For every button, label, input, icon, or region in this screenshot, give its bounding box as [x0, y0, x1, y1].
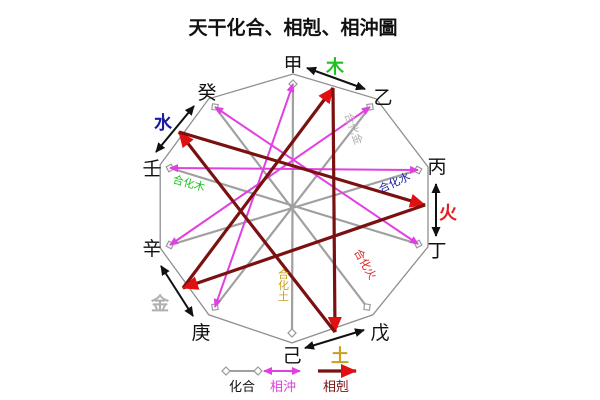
clash-line-1	[169, 106, 371, 246]
element-label: 火	[439, 203, 458, 224]
clash-line-3	[214, 106, 419, 245]
control-arrow-3	[178, 130, 426, 208]
stem-label: 丁	[427, 240, 446, 262]
stem-label: 辛	[142, 238, 161, 260]
element-label: 金	[150, 293, 170, 315]
stem-label: 壬	[142, 158, 161, 180]
control-arrow-0	[181, 87, 335, 289]
stem-label: 甲	[283, 54, 302, 76]
legend-control-label: 相剋	[323, 380, 349, 395]
pair-arrow-4	[155, 105, 195, 153]
combine-label: 合化木	[171, 172, 206, 194]
combine-label: 合化水	[376, 169, 412, 196]
control-arrow-4	[182, 203, 426, 290]
stem-label: 癸	[197, 82, 216, 104]
control-arrow-1	[327, 87, 342, 333]
stem-label: 己	[282, 345, 301, 367]
stem-label: 庚	[191, 322, 210, 344]
element-label: 水	[154, 112, 173, 134]
legend-clash-label: 相沖	[270, 380, 296, 395]
legend: 化合 相沖 相剋	[221, 364, 357, 395]
legend-combine-label: 化合	[229, 380, 255, 395]
diagram-title: 天干化合、相剋、相沖圖	[188, 16, 397, 39]
stem-label: 乙	[373, 87, 392, 109]
element-label: 土	[331, 346, 349, 367]
stem-label: 戊	[370, 322, 389, 344]
control-arrow-2	[177, 131, 337, 333]
pair-arrow-3	[160, 265, 194, 317]
combine-label: 合化火	[351, 246, 380, 282]
combine-line-3	[165, 163, 423, 249]
pair-arrow-2	[304, 328, 365, 350]
stem-label: 丙	[427, 156, 446, 178]
combine-label: 合化土	[277, 267, 290, 301]
pair-arrow-0	[306, 66, 366, 91]
